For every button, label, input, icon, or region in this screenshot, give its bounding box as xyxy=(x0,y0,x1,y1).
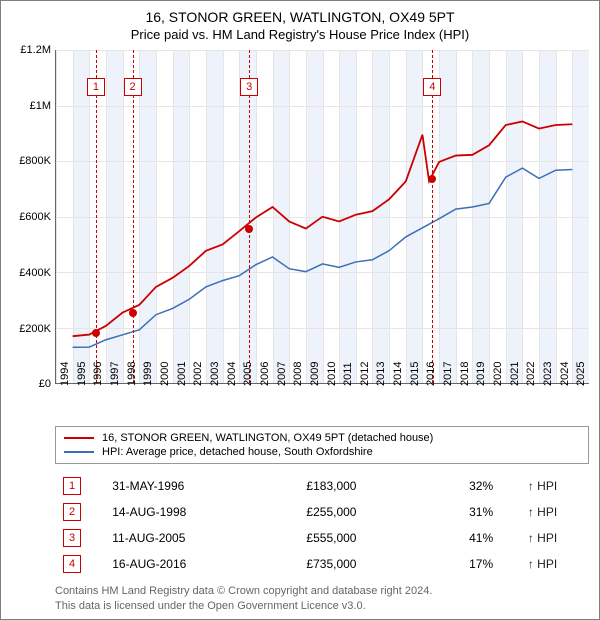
x-tick-label: 2018 xyxy=(459,362,471,386)
x-tick-label: 2023 xyxy=(542,362,554,386)
y-tick-label: £0 xyxy=(39,378,51,390)
x-tick-label: 1999 xyxy=(142,362,154,386)
table-row: 4 16-AUG-2016£735,00017%↑ HPI xyxy=(57,552,587,576)
x-tick-label: 1997 xyxy=(109,362,121,386)
sale-price: £735,000 xyxy=(300,552,461,576)
sale-number-box: 2 xyxy=(63,503,81,521)
legend-label-address: 16, STONOR GREEN, WATLINGTON, OX49 5PT (… xyxy=(102,432,433,444)
x-tick-label: 1996 xyxy=(92,362,104,386)
x-tick-label: 2014 xyxy=(392,362,404,386)
x-tick-label: 2011 xyxy=(342,363,354,387)
y-tick-label: £1.2M xyxy=(20,44,51,56)
x-tick-label: 2005 xyxy=(242,362,254,386)
table-row: 2 14-AUG-1998£255,00031%↑ HPI xyxy=(57,500,587,524)
x-tick-label: 1994 xyxy=(59,362,71,386)
line-layer xyxy=(56,50,589,383)
x-tick-label: 2004 xyxy=(226,362,238,386)
sale-marker-dot xyxy=(245,225,253,233)
sale-number-box: 1 xyxy=(63,477,81,495)
x-tick-label: 1995 xyxy=(76,362,88,386)
x-tick-label: 2010 xyxy=(326,362,338,386)
x-tick-label: 2000 xyxy=(159,362,171,386)
sale-pct: 17% xyxy=(463,552,520,576)
chart-area: £0£200K£400K£600K£800K£1M£1.2M 1234 1994… xyxy=(11,50,589,420)
y-tick-label: £600K xyxy=(19,211,51,223)
y-tick-label: £400K xyxy=(19,267,51,279)
plot-area: 1 2 3 4 xyxy=(55,50,589,384)
sale-pct: 41% xyxy=(463,526,520,550)
footer-line-1: Contains HM Land Registry data © Crown c… xyxy=(55,584,589,598)
x-tick-label: 2015 xyxy=(409,362,421,386)
x-tick-label: 2002 xyxy=(192,362,204,386)
legend-row-hpi: HPI: Average price, detached house, Sout… xyxy=(64,445,580,459)
sale-vs-hpi: ↑ HPI xyxy=(522,526,587,550)
x-tick-label: 2001 xyxy=(176,362,188,386)
x-tick-label: 2024 xyxy=(559,362,571,386)
sale-vs-hpi: ↑ HPI xyxy=(522,500,587,524)
sale-marker-box: 4 xyxy=(423,78,441,96)
sale-date: 16-AUG-2016 xyxy=(106,552,298,576)
x-tick-label: 2017 xyxy=(442,362,454,386)
x-tick-label: 2019 xyxy=(475,362,487,386)
x-tick-label: 2020 xyxy=(492,362,504,386)
sale-marker-box: 1 xyxy=(87,78,105,96)
chart-title: 16, STONOR GREEN, WATLINGTON, OX49 5PT xyxy=(11,9,589,25)
legend-row-address: 16, STONOR GREEN, WATLINGTON, OX49 5PT (… xyxy=(64,431,580,445)
x-tick-label: 2008 xyxy=(292,362,304,386)
x-tick-label: 2006 xyxy=(259,362,271,386)
sale-date: 31-MAY-1996 xyxy=(106,474,298,498)
y-tick-label: £200K xyxy=(19,323,51,335)
sale-vs-hpi: ↑ HPI xyxy=(522,474,587,498)
y-axis: £0£200K£400K£600K£800K£1M£1.2M xyxy=(11,50,55,384)
x-tick-label: 2022 xyxy=(525,362,537,386)
sale-marker-dot xyxy=(129,309,137,317)
x-tick-label: 2016 xyxy=(425,362,437,386)
x-tick-label: 2009 xyxy=(309,362,321,386)
y-tick-label: £1M xyxy=(30,100,51,112)
sale-price: £183,000 xyxy=(300,474,461,498)
table-row: 3 11-AUG-2005£555,00041%↑ HPI xyxy=(57,526,587,550)
legend: 16, STONOR GREEN, WATLINGTON, OX49 5PT (… xyxy=(55,426,589,464)
sale-number-box: 4 xyxy=(63,555,81,573)
sale-pct: 32% xyxy=(463,474,520,498)
chart-subtitle: Price paid vs. HM Land Registry's House … xyxy=(11,27,589,42)
legend-label-hpi: HPI: Average price, detached house, Sout… xyxy=(102,446,373,458)
chart-container: 16, STONOR GREEN, WATLINGTON, OX49 5PT P… xyxy=(0,0,600,620)
legend-swatch-hpi xyxy=(64,451,94,453)
sale-price: £555,000 xyxy=(300,526,461,550)
sale-date: 11-AUG-2005 xyxy=(106,526,298,550)
sale-marker-dot xyxy=(92,329,100,337)
sale-pct: 31% xyxy=(463,500,520,524)
x-tick-label: 2025 xyxy=(575,362,587,386)
footer: Contains HM Land Registry data © Crown c… xyxy=(55,584,589,613)
sale-marker-box: 3 xyxy=(240,78,258,96)
sales-table: 131-MAY-1996£183,00032%↑ HPI214-AUG-1998… xyxy=(55,472,589,578)
sale-price: £255,000 xyxy=(300,500,461,524)
y-tick-label: £800K xyxy=(19,155,51,167)
sale-marker-dot xyxy=(428,175,436,183)
x-tick-label: 2003 xyxy=(209,362,221,386)
sale-date: 14-AUG-1998 xyxy=(106,500,298,524)
x-tick-label: 2012 xyxy=(359,362,371,386)
x-tick-label: 2021 xyxy=(509,362,521,386)
legend-swatch-address xyxy=(64,437,94,439)
footer-line-2: This data is licensed under the Open Gov… xyxy=(55,599,589,613)
x-axis: 1994199519961997199819992000200120022003… xyxy=(55,384,589,420)
x-tick-label: 2013 xyxy=(375,362,387,386)
table-row: 1 31-MAY-1996£183,00032%↑ HPI xyxy=(57,474,587,498)
sale-number-box: 3 xyxy=(63,529,81,547)
x-tick-label: 2007 xyxy=(276,362,288,386)
sale-marker-box: 2 xyxy=(124,78,142,96)
sale-vs-hpi: ↑ HPI xyxy=(522,552,587,576)
x-tick-label: 1998 xyxy=(126,362,138,386)
